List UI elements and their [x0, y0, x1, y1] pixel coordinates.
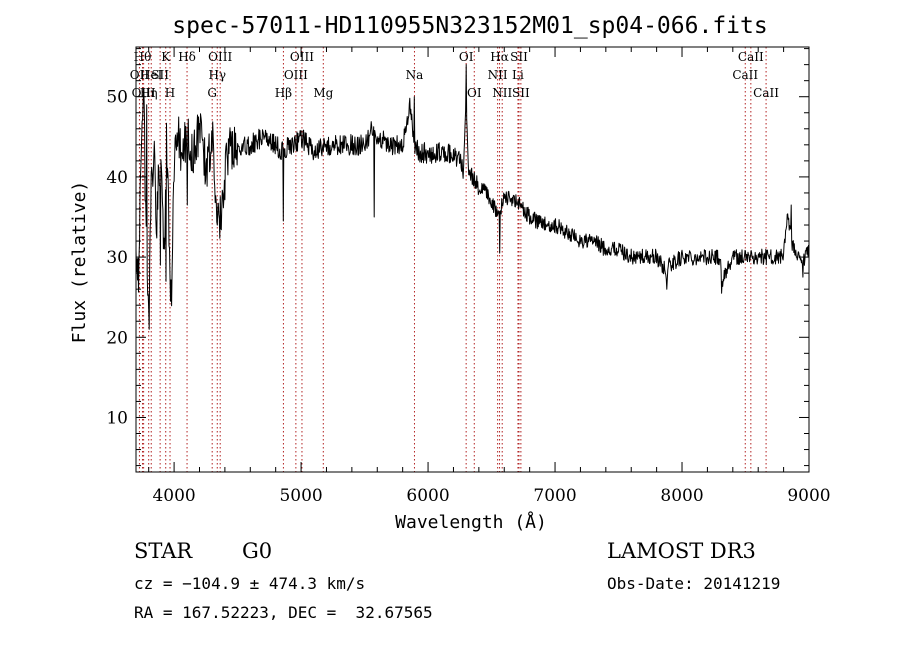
spectral-subclass: G0 — [242, 539, 273, 563]
y-axis-label: Flux (relative) — [69, 181, 90, 344]
line-marker-label: SII — [512, 86, 530, 100]
spectrum-series — [135, 64, 810, 330]
line-marker-label: OI — [459, 50, 474, 64]
line-marker-label: Na — [406, 68, 424, 82]
x-axis: 4000 5000 6000 7000 8000 9000 — [148, 47, 831, 506]
line-marker-label: Hβ — [275, 86, 292, 100]
y-tick-label: 30 — [106, 248, 128, 268]
object-class: STAR — [134, 539, 193, 563]
line-marker-label: NII — [488, 68, 508, 82]
x-tick-label: 9000 — [787, 486, 830, 506]
line-marker-label: HeI — [140, 68, 163, 82]
line-marker-label: H — [165, 86, 175, 100]
spectrum-line — [135, 64, 810, 330]
line-marker-labels: OIIHθOIIIHηHeISIIKHHδGHγOIIIHβOIIIOIIIMg… — [130, 50, 779, 100]
x-tick-label: 7000 — [533, 486, 576, 506]
y-tick-label: 40 — [106, 168, 128, 188]
x-axis-label: Wavelength (Å) — [395, 511, 547, 533]
redshift-readout: cz = −104.9 ± 474.3 km/s — [134, 574, 366, 593]
plot-frame — [135, 46, 810, 473]
chart-title: spec-57011-HD110955N323152M01_sp04-066.f… — [172, 13, 767, 39]
line-marker-label: Hγ — [208, 68, 226, 82]
line-marker-label: Hδ — [178, 50, 196, 64]
y-tick-label: 20 — [106, 328, 128, 348]
x-tick-label: 8000 — [660, 486, 703, 506]
line-markers — [138, 47, 767, 472]
line-marker-label: OII — [130, 68, 150, 82]
line-marker-label: OIII — [208, 50, 232, 64]
line-marker-label: NII — [492, 86, 512, 100]
survey-name: LAMOST DR3 — [607, 539, 756, 563]
obs-date: Obs-Date: 20141219 — [607, 574, 781, 593]
line-marker-label: Hα — [490, 50, 509, 64]
line-marker-label: Hθ — [134, 50, 152, 64]
line-marker-label: CaII — [738, 50, 764, 64]
line-marker-label: OIII — [284, 68, 308, 82]
line-marker-label: SII — [510, 50, 528, 64]
line-marker-label: K — [161, 50, 171, 64]
x-tick-label: 4000 — [152, 486, 195, 506]
line-marker-label: CaII — [732, 68, 758, 82]
coordinates-readout: RA = 167.52223, DEC = 32.67565 — [134, 603, 433, 622]
y-axis: 10 20 30 40 50 — [106, 48, 809, 467]
line-marker-label: SII — [151, 68, 169, 82]
line-marker-label: CaII — [753, 86, 779, 100]
line-marker-label: Hη — [140, 86, 158, 100]
y-tick-label: 50 — [106, 88, 128, 108]
line-marker-label: Li — [512, 68, 524, 82]
x-tick-label: 6000 — [406, 486, 449, 506]
line-marker-label: OI — [467, 86, 482, 100]
line-marker-label: Mg — [313, 86, 333, 100]
line-marker-label: G — [207, 86, 217, 100]
y-tick-label: 10 — [106, 408, 128, 428]
x-tick-label: 5000 — [279, 486, 322, 506]
line-marker-label: OIII — [290, 50, 314, 64]
